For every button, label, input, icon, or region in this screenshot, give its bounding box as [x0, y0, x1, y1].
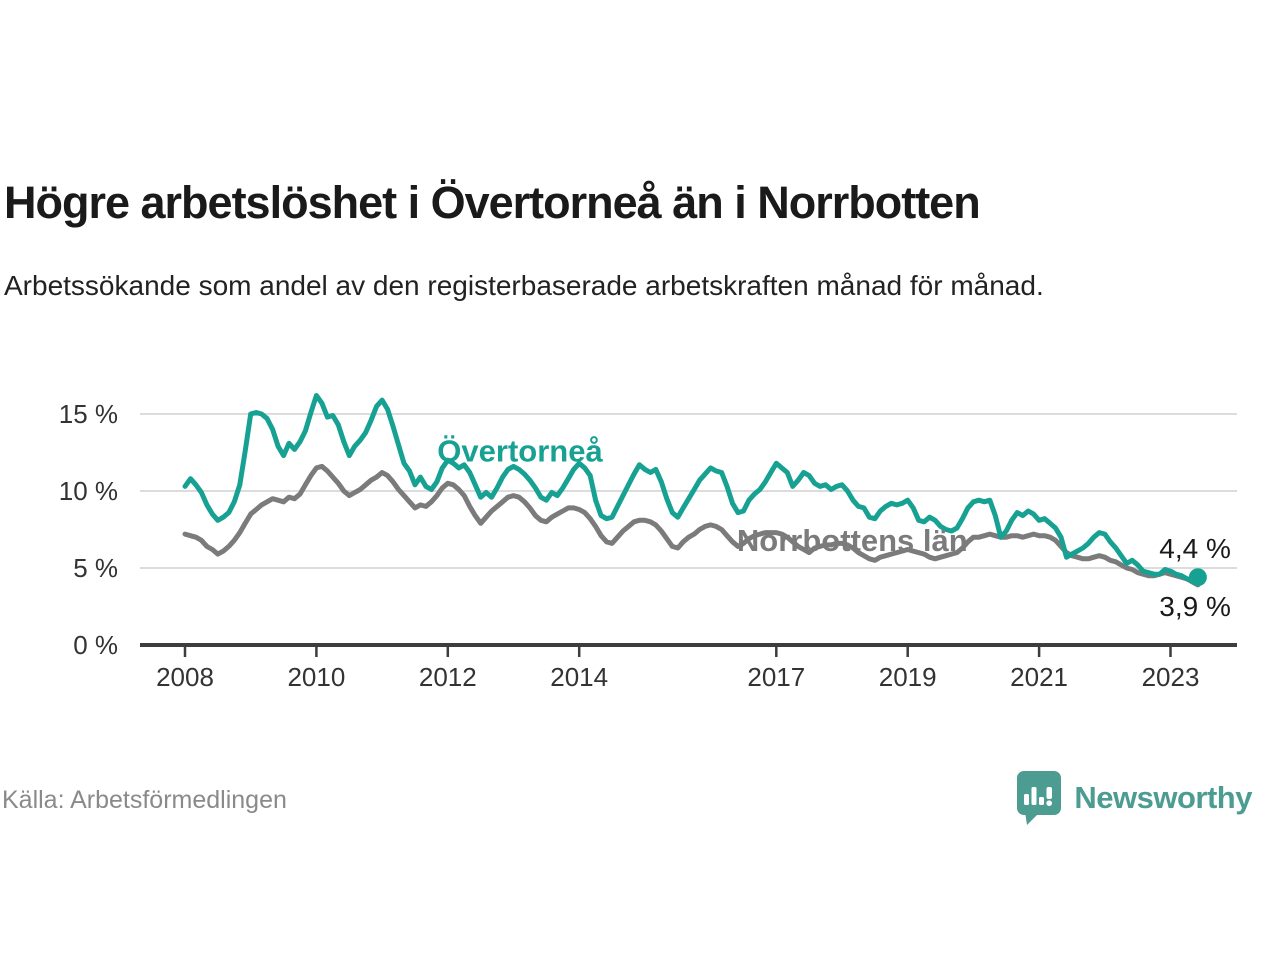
newsworthy-brand: Newsworthy	[1014, 770, 1252, 826]
y-axis-tick-label: 0 %	[73, 630, 118, 660]
x-axis-tick-label: 2021	[1010, 662, 1068, 692]
x-axis-tick-label: 2008	[156, 662, 214, 692]
series-label: Övertorneå	[437, 434, 603, 469]
series-line-overtornea	[182, 393, 1201, 583]
series-end-dot	[1188, 568, 1207, 587]
brand-name: Newsworthy	[1074, 780, 1252, 815]
x-axis-tick-label: 2019	[879, 662, 937, 692]
y-axis-tick-label: 15 %	[59, 399, 118, 429]
x-axis-tick-label: 2012	[419, 662, 477, 692]
series-line-norrbotten	[182, 463, 1201, 588]
chart-subtitle: Arbetssökande som andel av den registerb…	[4, 270, 1044, 301]
series-label: Norrbottens län	[737, 523, 968, 558]
y-axis-tick-label: 10 %	[59, 476, 118, 506]
end-value-label: 3,9 %	[1159, 591, 1231, 622]
x-axis-tick-label: 2014	[550, 662, 608, 692]
y-axis-tick-label: 5 %	[73, 553, 118, 583]
x-axis-tick-label: 2017	[747, 662, 805, 692]
x-axis-tick-label: 2023	[1142, 662, 1200, 692]
x-axis-tick-label: 2010	[287, 662, 345, 692]
source-note: Källa: Arbetsförmedlingen	[2, 786, 287, 814]
chart-title: Högre arbetslöshet i Övertorneå än i Nor…	[4, 177, 981, 229]
newsworthy-logo-icon	[1017, 771, 1062, 825]
end-value-label: 4,4 %	[1159, 533, 1231, 564]
